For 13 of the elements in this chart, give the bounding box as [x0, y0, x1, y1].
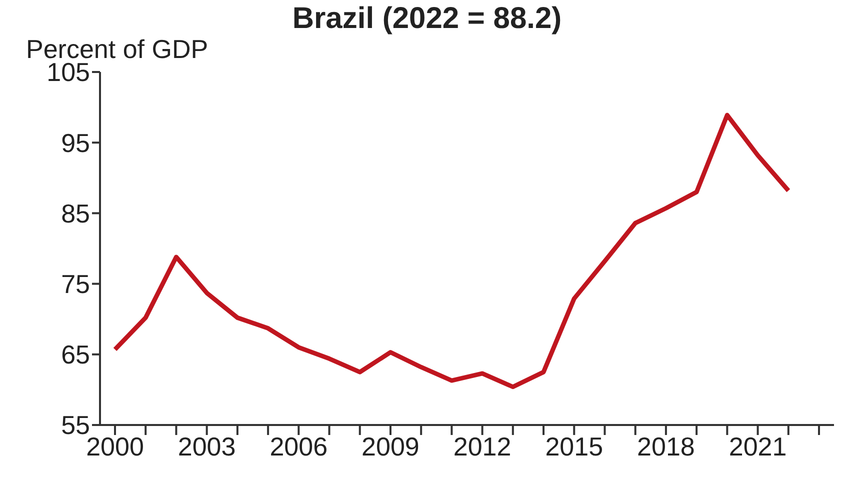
x-tick-label: 2003 — [178, 431, 236, 462]
y-tick-label: 85 — [61, 198, 90, 228]
x-tick-label: 2009 — [362, 431, 420, 462]
x-tick-label: 2018 — [637, 431, 695, 462]
x-tick-label: 2015 — [545, 431, 604, 462]
y-tick-label: 95 — [61, 128, 90, 158]
y-tick-label: 75 — [61, 269, 90, 300]
x-tick-label: 2021 — [728, 431, 787, 462]
x-tick-label: 2012 — [453, 431, 512, 462]
y-tick-label: 65 — [61, 340, 90, 370]
line-series — [112, 112, 791, 390]
chart-title: Brazil (2022 = 88.2) — [292, 2, 562, 35]
x-tick-label: 2006 — [270, 431, 328, 462]
